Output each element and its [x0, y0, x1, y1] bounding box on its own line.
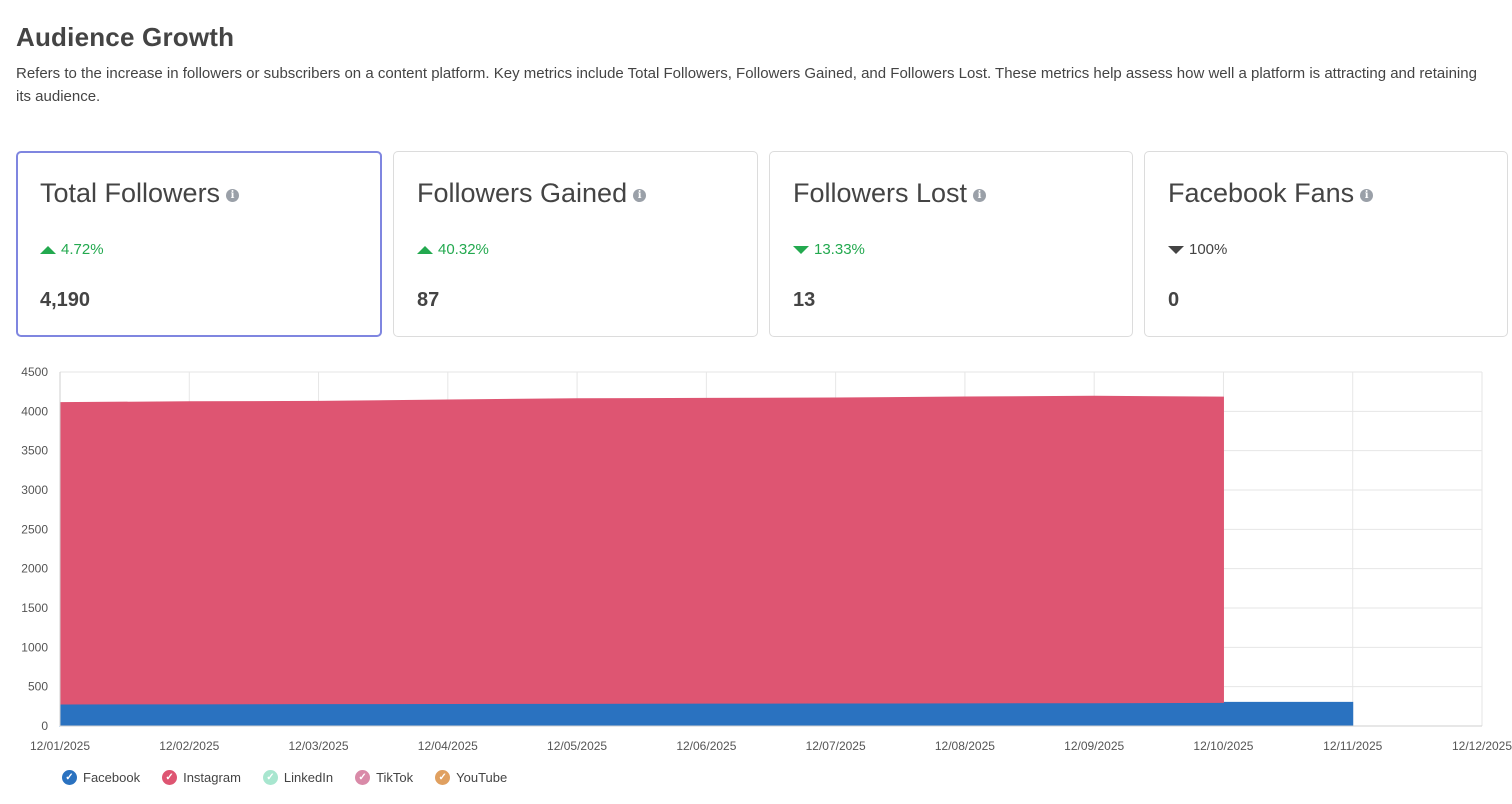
- x-tick-label: 12/06/2025: [676, 739, 736, 753]
- x-tick-label: 12/11/2025: [1323, 739, 1382, 753]
- legend-label: Facebook: [83, 770, 141, 785]
- arrow-down-icon: [793, 245, 809, 254]
- x-tick-label: 12/10/2025: [1193, 739, 1253, 753]
- y-tick-label: 1000: [21, 640, 48, 654]
- card-total-followers[interactable]: Total Followers i 4.72% 4,190: [16, 151, 382, 337]
- y-tick-label: 2000: [21, 562, 48, 576]
- x-tick-label: 12/03/2025: [289, 739, 349, 753]
- legend-item-youtube[interactable]: ✓ YouTube: [435, 770, 507, 785]
- y-tick-label: 3500: [21, 444, 48, 458]
- arrow-up-icon: [417, 245, 433, 254]
- check-icon: ✓: [355, 770, 371, 785]
- legend-label: YouTube: [456, 770, 508, 785]
- y-tick-label: 3000: [21, 483, 48, 497]
- card-value: 13: [793, 289, 816, 311]
- change-indicator: 13.33%: [793, 241, 865, 258]
- info-icon[interactable]: i: [1360, 189, 1374, 202]
- legend-item-tiktok[interactable]: ✓ TikTok: [355, 770, 413, 785]
- info-icon[interactable]: i: [226, 189, 240, 202]
- x-tick-label: 12/12/2025: [1452, 739, 1512, 753]
- legend-label: Instagram: [183, 770, 241, 785]
- y-tick-label: 4500: [21, 365, 48, 379]
- info-icon[interactable]: i: [973, 189, 987, 202]
- card-followers-gained[interactable]: Followers Gained i 40.32% 87: [393, 151, 758, 337]
- x-tick-label: 12/07/2025: [806, 739, 866, 753]
- area-facebook: [59, 701, 1354, 727]
- x-tick-label: 12/01/2025: [30, 739, 90, 753]
- legend-item-linkedin[interactable]: ✓ LinkedIn: [262, 770, 334, 785]
- card-title: Facebook Fans i: [1168, 178, 1374, 209]
- x-tick-label: 12/02/2025: [159, 739, 219, 753]
- y-tick-label: 500: [28, 680, 48, 694]
- x-tick-label: 12/04/2025: [418, 739, 478, 753]
- area-instagram: [59, 395, 1224, 705]
- page-title: Audience Growth: [16, 22, 235, 52]
- x-tick-label: 12/09/2025: [1064, 739, 1124, 753]
- card-title: Total Followers i: [40, 178, 240, 209]
- change-indicator: 40.32%: [417, 241, 489, 258]
- card-value: 87: [417, 289, 440, 311]
- check-icon: ✓: [435, 770, 451, 785]
- y-tick-label: 4000: [21, 404, 48, 418]
- card-title: Followers Lost i: [793, 178, 987, 209]
- check-icon: ✓: [162, 770, 178, 785]
- change-indicator: 4.72%: [40, 241, 104, 258]
- chart-legend: ✓ Facebook ✓ Instagram ✓ LinkedIn ✓ TikTok ✓ YouT…: [62, 770, 529, 785]
- card-followers-lost[interactable]: Followers Lost i 13.33% 13: [769, 151, 1133, 337]
- y-tick-label: 1500: [21, 601, 48, 615]
- arrow-down-icon: [1168, 245, 1184, 254]
- change-indicator: 100%: [1168, 241, 1227, 258]
- legend-label: TikTok: [376, 770, 414, 785]
- legend-item-instagram[interactable]: ✓ Instagram: [162, 770, 241, 785]
- legend-item-facebook[interactable]: ✓ Facebook: [62, 770, 140, 785]
- legend-label: LinkedIn: [283, 770, 334, 785]
- x-tick-label: 12/08/2025: [935, 739, 995, 753]
- page-description: Refers to the increase in followers or s…: [16, 65, 1477, 105]
- card-value: 4,190: [40, 289, 91, 311]
- x-tick-label: 12/05/2025: [547, 739, 607, 753]
- audience-growth-chart: 0 500 1000 1500 2000 2500 3000 3500 4000 4500 12/0…: [21, 365, 1512, 753]
- card-facebook-fans[interactable]: Facebook Fans i 100% 0: [1144, 151, 1508, 337]
- check-icon: ✓: [62, 770, 77, 785]
- y-tick-label: 2500: [21, 522, 48, 536]
- info-icon[interactable]: i: [633, 189, 647, 202]
- card-title: Followers Gained i: [417, 178, 647, 209]
- check-icon: ✓: [262, 770, 278, 785]
- card-value: 0: [1168, 289, 1180, 311]
- y-tick-label: 0: [41, 719, 48, 733]
- arrow-up-icon: [40, 245, 56, 254]
